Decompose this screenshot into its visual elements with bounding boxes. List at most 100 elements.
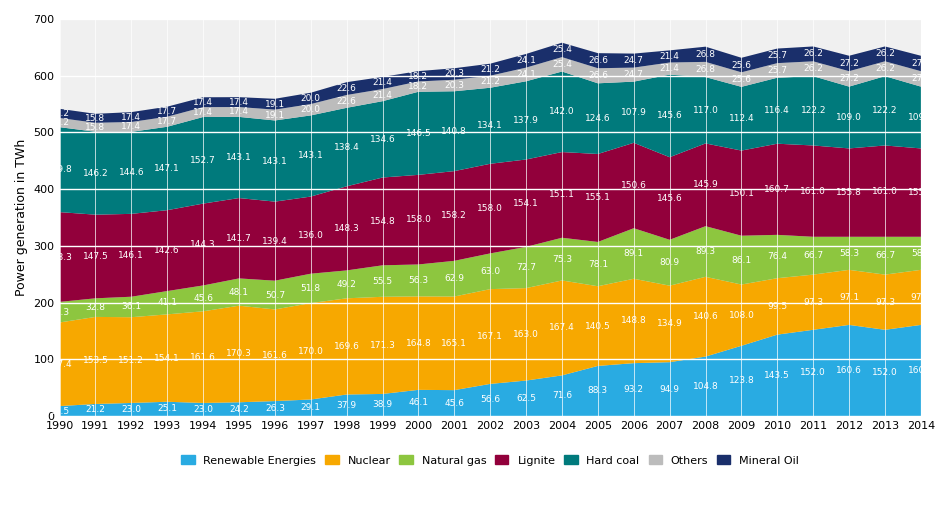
Text: 15.8: 15.8	[86, 114, 105, 123]
Text: 20.0: 20.0	[301, 94, 321, 103]
Text: 72.7: 72.7	[516, 263, 536, 272]
Text: 143.1: 143.1	[262, 156, 288, 166]
Text: 38.9: 38.9	[372, 400, 392, 410]
Text: 163.0: 163.0	[513, 330, 539, 339]
Text: 49.2: 49.2	[336, 280, 356, 289]
Text: 147.1: 147.1	[154, 164, 180, 173]
Text: 21.2: 21.2	[481, 65, 500, 74]
Text: 171.3: 171.3	[370, 341, 395, 350]
Text: 123.8: 123.8	[729, 376, 754, 385]
Text: 17.4: 17.4	[193, 107, 213, 117]
Text: 104.8: 104.8	[693, 382, 718, 391]
Text: 21.4: 21.4	[659, 64, 679, 73]
Text: 154.1: 154.1	[513, 199, 539, 207]
Text: 26.2: 26.2	[804, 50, 823, 58]
Text: 21.4: 21.4	[372, 78, 392, 88]
Text: 25.1: 25.1	[157, 405, 178, 413]
Text: 24.7: 24.7	[624, 56, 644, 65]
Text: 22.6: 22.6	[336, 97, 356, 106]
Text: 158.0: 158.0	[406, 215, 431, 224]
Text: 27.2: 27.2	[839, 59, 859, 68]
Text: 146.2: 146.2	[83, 169, 108, 178]
Text: 161.6: 161.6	[262, 351, 288, 360]
Text: 17.4: 17.4	[193, 98, 213, 107]
Text: 147.4: 147.4	[47, 360, 72, 369]
Text: 155.8: 155.8	[908, 188, 934, 197]
Text: 112.4: 112.4	[729, 114, 754, 123]
Text: 26.8: 26.8	[695, 65, 715, 74]
Text: 144.3: 144.3	[190, 240, 216, 249]
Text: 142.6: 142.6	[155, 246, 180, 255]
Text: 134.6: 134.6	[370, 135, 395, 144]
Text: 56.6: 56.6	[480, 395, 501, 405]
Text: 143.5: 143.5	[765, 371, 790, 380]
Text: 19.1: 19.1	[265, 100, 285, 109]
Text: 89.3: 89.3	[695, 247, 715, 256]
Text: 25.4: 25.4	[552, 45, 572, 54]
Text: 149.8: 149.8	[47, 165, 72, 174]
Text: 25.7: 25.7	[768, 66, 788, 75]
Text: 26.2: 26.2	[875, 64, 895, 73]
Text: 140.6: 140.6	[693, 312, 718, 321]
Text: 152.7: 152.7	[190, 156, 216, 165]
Text: 164.8: 164.8	[406, 338, 431, 348]
Text: 25.7: 25.7	[768, 51, 788, 60]
Text: 170.3: 170.3	[226, 349, 252, 359]
Text: 108.0: 108.0	[729, 311, 754, 319]
Text: 94.9: 94.9	[659, 384, 679, 394]
Text: 17.5: 17.5	[49, 407, 69, 415]
Text: 17.7: 17.7	[157, 117, 178, 126]
Text: 62.9: 62.9	[445, 274, 465, 283]
Text: 36.1: 36.1	[122, 302, 142, 312]
Text: 170.0: 170.0	[298, 347, 324, 356]
Text: 32.8: 32.8	[86, 303, 105, 312]
Text: 146.1: 146.1	[119, 251, 144, 260]
Text: 75.3: 75.3	[552, 254, 572, 264]
Text: 143.1: 143.1	[226, 153, 252, 162]
Text: 107.9: 107.9	[621, 108, 647, 117]
Text: 37.9: 37.9	[336, 401, 356, 410]
Text: 20.0: 20.0	[301, 105, 321, 114]
Text: 97.3: 97.3	[803, 298, 824, 307]
Text: 48.1: 48.1	[229, 287, 249, 297]
Text: 16.2: 16.2	[49, 109, 69, 118]
Text: 17.4: 17.4	[122, 112, 142, 122]
Text: 141.7: 141.7	[226, 234, 252, 243]
Text: 29.1: 29.1	[301, 403, 321, 412]
Text: 152.0: 152.0	[800, 368, 826, 377]
Text: 97.3: 97.3	[875, 298, 895, 307]
Text: 145.6: 145.6	[656, 111, 682, 120]
Text: 25.6: 25.6	[732, 60, 751, 70]
Text: 27.2: 27.2	[839, 74, 859, 84]
Text: 93.2: 93.2	[624, 385, 644, 394]
Text: 18.2: 18.2	[408, 82, 428, 91]
Text: 17.4: 17.4	[229, 98, 249, 107]
Text: 154.1: 154.1	[154, 353, 180, 363]
Text: 19.1: 19.1	[265, 110, 285, 120]
Text: 21.2: 21.2	[86, 406, 105, 414]
Text: 71.6: 71.6	[552, 391, 572, 400]
Text: 155.1: 155.1	[585, 194, 611, 202]
Text: 55.5: 55.5	[372, 277, 392, 285]
Text: 109.0: 109.0	[908, 113, 934, 122]
Text: 46.1: 46.1	[408, 398, 428, 408]
Text: 148.3: 148.3	[333, 224, 359, 233]
Text: 63.0: 63.0	[480, 267, 501, 276]
Text: 109.0: 109.0	[836, 113, 862, 122]
Legend: Renewable Energies, Nuclear, Natural gas, Lignite, Hard coal, Others, Mineral Oi: Renewable Energies, Nuclear, Natural gas…	[177, 451, 804, 470]
Text: 22.6: 22.6	[336, 84, 356, 93]
Text: 150.6: 150.6	[621, 181, 647, 190]
Text: 26.6: 26.6	[588, 56, 608, 65]
Text: 45.6: 45.6	[193, 294, 213, 303]
Text: 169.6: 169.6	[333, 342, 360, 351]
Text: 80.9: 80.9	[659, 258, 679, 267]
Text: 160.6: 160.6	[836, 366, 862, 375]
Text: 41.1: 41.1	[157, 298, 178, 307]
Text: 21.4: 21.4	[372, 91, 392, 100]
Text: 17.4: 17.4	[229, 107, 249, 117]
Text: 144.6: 144.6	[119, 168, 144, 178]
Y-axis label: Power generation in TWh: Power generation in TWh	[15, 139, 28, 296]
Text: 160.6: 160.6	[908, 366, 934, 375]
Text: 26.8: 26.8	[695, 50, 715, 59]
Text: 151.1: 151.1	[549, 190, 575, 199]
